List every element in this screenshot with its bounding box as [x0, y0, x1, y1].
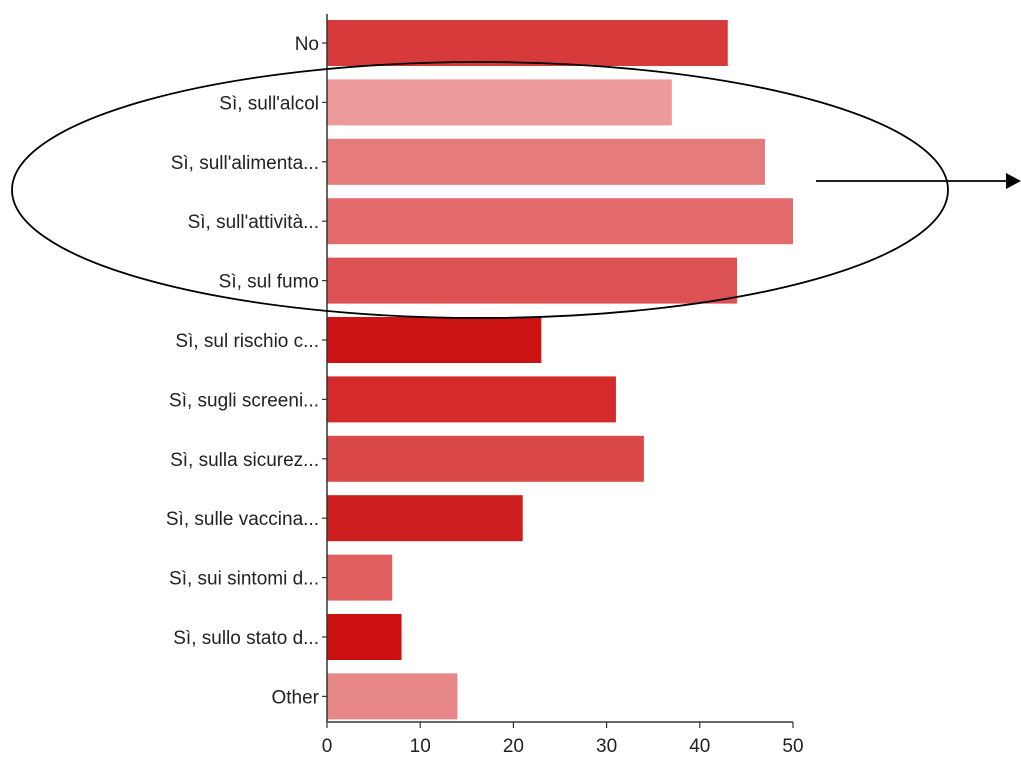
bar — [327, 435, 644, 482]
bar — [327, 495, 523, 542]
x-ticks: 0 10 20 30 40 50 — [322, 722, 804, 757]
axes-group — [322, 14, 793, 723]
bar — [327, 614, 402, 660]
category-label: Sì, sulle vaccina... — [166, 509, 319, 530]
bar — [327, 317, 542, 363]
category-label: Sì, sull'alimenta... — [171, 153, 319, 174]
category-label: Sì, sulla sicurez... — [170, 450, 319, 471]
highlight-ellipse — [11, 61, 949, 319]
category-labels: No Sì, sull'alcol Sì, sull'alimenta... Sì, … — [166, 34, 320, 708]
x-tick-label: 40 — [689, 736, 710, 757]
x-tick-label: 10 — [410, 736, 431, 757]
category-label: Sì, sugli screeni... — [169, 390, 319, 411]
bar — [327, 79, 672, 126]
category-label: Sì, sull'alcol — [219, 93, 319, 114]
bar — [327, 376, 616, 423]
annotations — [11, 61, 1021, 319]
arrow-head-icon — [1006, 173, 1021, 189]
bars-group — [327, 20, 793, 720]
bar — [327, 554, 393, 601]
x-tick-label: 0 — [322, 736, 333, 757]
x-tick-label: 30 — [596, 736, 617, 757]
bar — [327, 257, 738, 304]
category-label: Sì, sull'attività... — [188, 212, 319, 233]
bar — [327, 138, 766, 185]
x-tick-label: 20 — [503, 736, 524, 757]
category-label: Sì, sul rischio c... — [175, 331, 319, 352]
x-tick-label: 50 — [782, 736, 803, 757]
category-label: No — [295, 34, 319, 55]
bar — [327, 673, 458, 720]
category-label: Other — [271, 687, 319, 708]
bar — [327, 198, 793, 245]
bar — [327, 20, 728, 66]
category-label: Sì, sullo stato d... — [173, 628, 319, 649]
category-label: Sì, sui sintomi d... — [169, 569, 319, 590]
category-label: Sì, sul fumo — [219, 272, 319, 293]
